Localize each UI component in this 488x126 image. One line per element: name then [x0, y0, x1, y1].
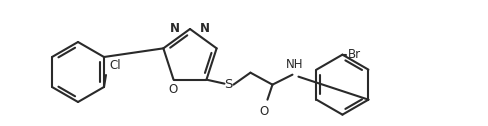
Text: O: O [168, 83, 177, 96]
Text: N: N [170, 22, 180, 35]
Text: Br: Br [347, 48, 361, 61]
Text: N: N [200, 22, 210, 35]
Text: S: S [224, 78, 233, 91]
Text: O: O [260, 105, 269, 118]
Text: Cl: Cl [109, 59, 121, 72]
Text: NH: NH [285, 58, 303, 71]
